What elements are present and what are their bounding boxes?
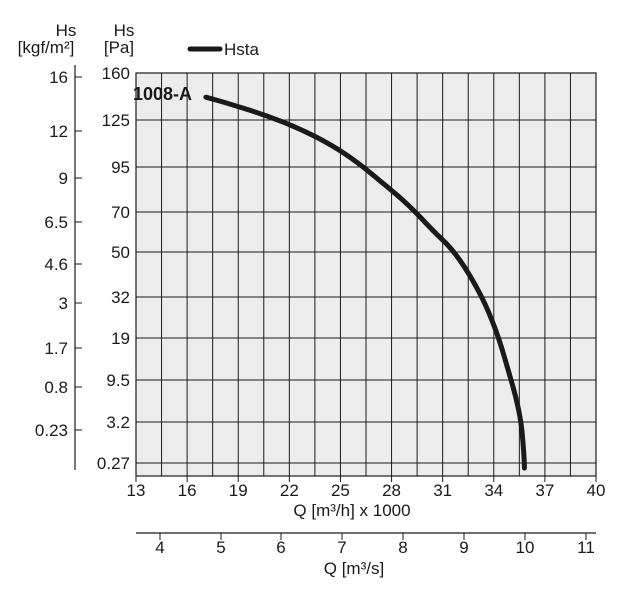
y-kgf-tick-label: 0.8 (44, 378, 68, 397)
y-right-title-name: Hs (114, 21, 135, 40)
x2-tick-label: 10 (516, 538, 535, 557)
y-pa-tick-label: 0.27 (97, 454, 130, 473)
y-kgf-tick-label: 3 (59, 294, 68, 313)
x2-tick-label: 4 (155, 538, 164, 557)
x-tick-label: 28 (382, 481, 401, 500)
y-kgf-tick-label: 0.23 (35, 421, 68, 440)
y-kgf-tick-label: 12 (49, 122, 68, 141)
y-pa-tick-label: 125 (102, 111, 130, 130)
x2-tick-label: 8 (398, 538, 407, 557)
y-pa-tick-label: 19 (111, 329, 130, 348)
y-pa-tick-label: 70 (111, 203, 130, 222)
y-pa-tick-label: 32 (111, 288, 130, 307)
x-tick-label: 19 (229, 481, 248, 500)
x2-tick-label: 11 (577, 538, 595, 557)
y-pa-tick-label: 95 (111, 158, 130, 177)
legend-label: Hsta (224, 40, 260, 59)
y-left-title-name: Hs (56, 21, 77, 40)
x-tick-label: 37 (535, 481, 554, 500)
x-tick-label: 16 (178, 481, 197, 500)
y-kgf-tick-label: 16 (49, 68, 68, 87)
y-pa-tick-label: 160 (102, 64, 130, 83)
x-tick-label: 25 (331, 481, 350, 500)
x-axis-title: Q [m³/h] x 1000 (293, 501, 410, 520)
grid (136, 73, 596, 476)
y-pa-tick-label: 50 (111, 243, 130, 262)
y-pa-tick-label: 9.5 (106, 371, 130, 390)
y-kgf-tick-label: 6.5 (44, 213, 68, 232)
x2-tick-label: 6 (276, 538, 285, 557)
y-kgf-tick-label: 1.7 (44, 339, 68, 358)
y-left-title-unit: [kgf/m²] (18, 38, 75, 57)
x-tick-label: 13 (127, 481, 146, 500)
y-pa-tick-label: 3.2 (106, 413, 130, 432)
x2-tick-label: 7 (337, 538, 346, 557)
x-axis-m3h: 13 16 19 22 25 28 31 34 37 40 (127, 476, 606, 500)
y-axis-pa: 160 125 95 70 50 32 19 9.5 3.2 0.27 (97, 64, 130, 473)
x-tick-label: 31 (433, 481, 452, 500)
y-axis-kgf: 16 12 9 6.5 4.6 3 1.7 0.8 0.23 (35, 65, 82, 470)
series-line-hsta (203, 94, 527, 471)
plot-frame (135, 72, 597, 477)
y-kgf-tick-label: 4.6 (44, 255, 68, 274)
x2-tick-label: 5 (216, 538, 225, 557)
curve-label-1008-a: 1008-A (133, 84, 192, 104)
x-axis-m3s: 4 5 6 7 8 9 10 11 (136, 532, 596, 557)
x-tick-label: 22 (280, 481, 299, 500)
y-right-title-unit: [Pa] (104, 38, 134, 57)
x2-tick-label: 9 (459, 538, 468, 557)
x-tick-label: 34 (484, 481, 503, 500)
x2-axis-title: Q [m³/s] (324, 559, 384, 578)
x-tick-label: 40 (587, 481, 606, 500)
y-kgf-tick-label: 9 (59, 169, 68, 188)
